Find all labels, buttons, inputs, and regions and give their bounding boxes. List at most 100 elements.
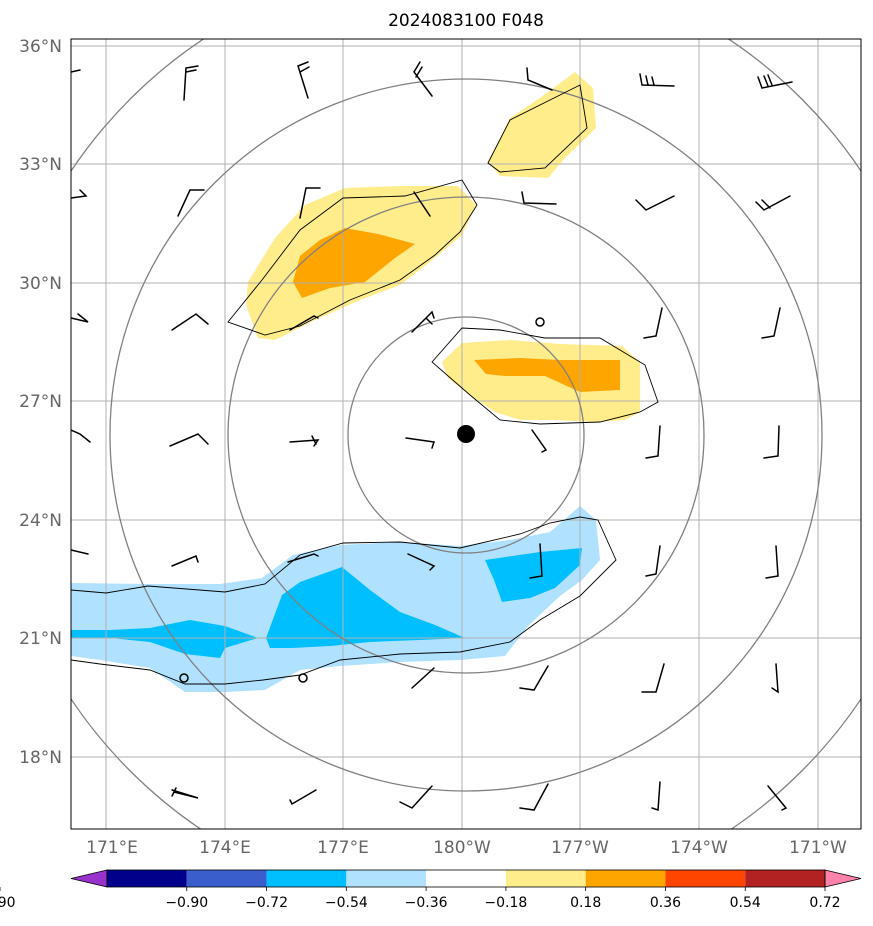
- wind-barb: [645, 545, 661, 577]
- lon-label: 174°W: [670, 838, 728, 858]
- colorbar-segment: [665, 870, 746, 887]
- wind-barb: [297, 61, 310, 99]
- wind-barb: [177, 189, 205, 217]
- wind-barb: [757, 74, 793, 89]
- wind-barb: [519, 665, 549, 691]
- lon-label: 171°W: [789, 838, 847, 858]
- range-ring-3: [109, 78, 823, 792]
- positive-region-east-core: [474, 358, 620, 392]
- longitude-labels: 171°E 174°E 177°E 180°W 177°W 174°W 171°…: [86, 838, 847, 858]
- lon-label: 171°E: [86, 838, 138, 858]
- wind-barb: [171, 787, 199, 799]
- graticule: [71, 39, 861, 829]
- colorbar-segment: [505, 870, 586, 887]
- colorbar-extend-low: [70, 869, 108, 888]
- lat-label: 24°N: [19, 511, 62, 531]
- contour-south: [71, 516, 617, 685]
- lat-label: 30°N: [19, 274, 62, 294]
- wind-barb: [171, 554, 199, 567]
- calm-markers: [179, 317, 545, 683]
- wind-barb: [411, 667, 435, 689]
- wind-barb: [763, 425, 780, 459]
- lat-label: 27°N: [19, 392, 62, 412]
- contour-west: [227, 179, 478, 336]
- lon-label: 177°W: [551, 838, 609, 858]
- lat-label: 18°N: [19, 748, 62, 768]
- colorbar-tick-label: 0.36: [650, 895, 681, 911]
- colorbar-segment: [585, 870, 666, 887]
- negative-region-core-west: [71, 620, 258, 658]
- colorbar: −0.90 −0.72 −0.54 −0.36 −0.18 0.18 0.36 0.54 0.7…: [0, 869, 862, 911]
- wind-barb: [183, 65, 199, 101]
- calm-circle: [535, 317, 545, 327]
- contour-lines: [71, 84, 659, 685]
- wind-barb: [71, 429, 91, 443]
- positive-region-west-core: [293, 228, 415, 298]
- wind-barb: [407, 553, 436, 571]
- wind-barb: [71, 313, 89, 323]
- wind-barb: [411, 310, 435, 333]
- wind-barb: [399, 785, 433, 809]
- colorbar-tick-label: −0.36: [405, 895, 448, 911]
- positive-region-north: [488, 72, 596, 178]
- wind-barb: [71, 189, 88, 199]
- colorbar-segment: [346, 870, 427, 887]
- wind-barb: [71, 549, 89, 555]
- negative-region-core-east: [485, 548, 582, 602]
- colorbar-tick-label: −0.54: [325, 895, 368, 911]
- wind-barb: [639, 73, 675, 87]
- figure-title: 2024083100 F048: [388, 11, 544, 31]
- wind-barb: [287, 553, 319, 563]
- latitude-labels: 36°N 33°N 30°N 27°N 24°N 21°N 18°N: [19, 37, 62, 768]
- wind-barb: [531, 429, 548, 453]
- colorbar-tick-label: 0.90: [0, 895, 16, 911]
- colorbar-tick-label: −0.18: [484, 895, 527, 911]
- wind-barb: [765, 545, 779, 579]
- wind-barb: [651, 781, 661, 812]
- negative-region-core-center: [266, 567, 465, 648]
- wind-barb: [71, 69, 81, 73]
- colorbar-segment: [186, 870, 267, 887]
- wind-barb: [755, 195, 791, 211]
- wind-barb: [641, 663, 665, 693]
- wind-barb: [289, 789, 317, 806]
- wind-barb: [413, 61, 433, 97]
- colorbar-extend-high: [824, 869, 862, 888]
- wind-barb: [643, 307, 663, 339]
- wind-barb: [521, 191, 557, 205]
- contour-east: [431, 327, 659, 425]
- wind-barb: [299, 187, 321, 219]
- wind-barb: [761, 307, 781, 339]
- range-ring-2: [227, 196, 705, 674]
- colorbar-segment: [107, 870, 187, 887]
- lon-label: 174°E: [199, 838, 251, 858]
- map-frame: [70, 38, 862, 830]
- lon-label: 180°W: [433, 838, 491, 858]
- colorbar-segment: [426, 870, 506, 887]
- positive-shading: [246, 72, 640, 422]
- wind-barb: [171, 313, 209, 331]
- wind-barb: [289, 435, 320, 447]
- colorbar-tick-label: 0.72: [809, 895, 840, 911]
- wind-barb: [169, 433, 209, 447]
- wind-barb: [771, 663, 779, 694]
- range-ring-1: [347, 316, 585, 554]
- calm-circle: [298, 673, 308, 683]
- colorbar-segment: [266, 870, 347, 887]
- wind-barb: [767, 785, 788, 811]
- colorbar-frame: [106, 869, 826, 888]
- wind-barb: [289, 315, 319, 331]
- wind-barb: [526, 67, 553, 91]
- lat-label: 36°N: [19, 37, 62, 57]
- lat-label: 33°N: [19, 155, 62, 175]
- lat-label: 21°N: [19, 629, 62, 649]
- wind-barb: [529, 543, 543, 579]
- wind-barb: [645, 425, 661, 459]
- calm-circle: [179, 673, 189, 683]
- wind-barb: [413, 191, 431, 217]
- storm-center-dot: [457, 425, 475, 443]
